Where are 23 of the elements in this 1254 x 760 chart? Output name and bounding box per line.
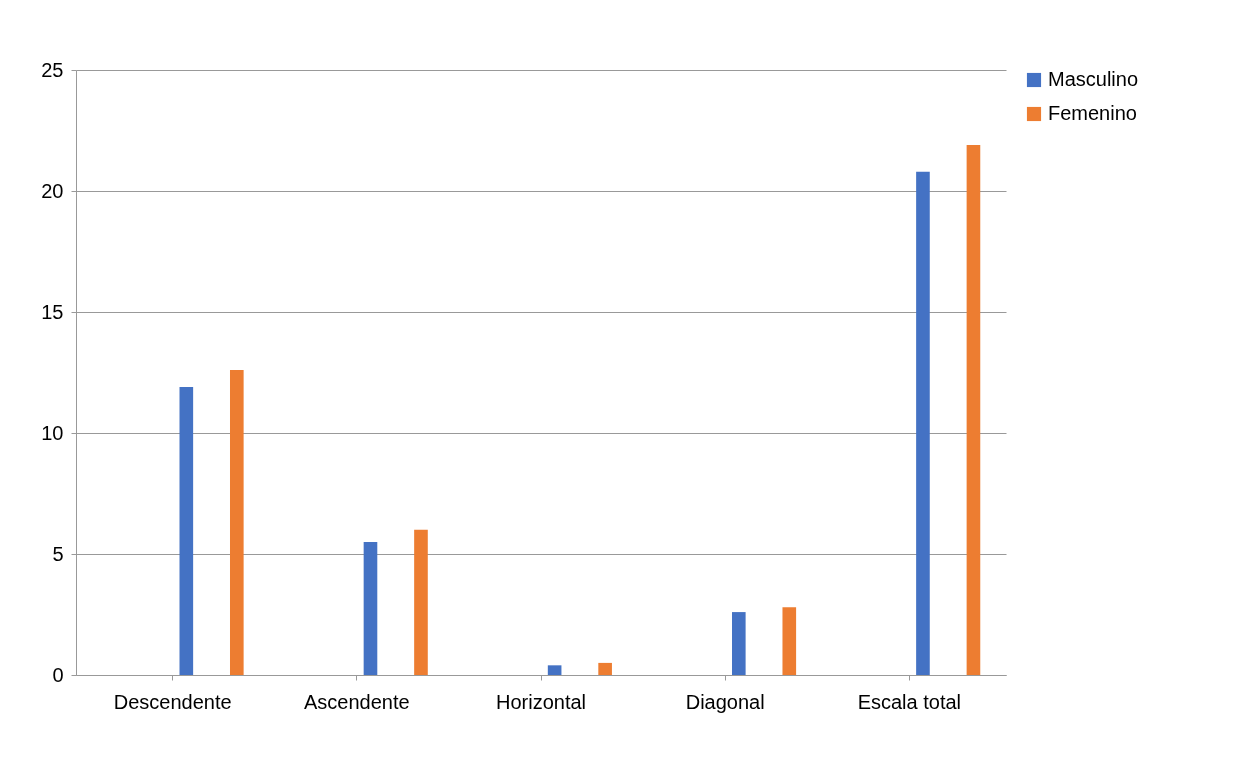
bar	[916, 171, 930, 675]
y-tick-label: 20	[41, 179, 64, 202]
x-tick-label: Ascendente	[304, 690, 410, 713]
bar	[782, 607, 797, 675]
bar	[598, 662, 612, 675]
bar	[414, 529, 428, 675]
bar	[230, 370, 244, 675]
legend-label: Masculino	[1048, 68, 1139, 90]
y-tick-label: 0	[52, 663, 64, 686]
bar	[179, 387, 194, 675]
bar	[731, 612, 746, 675]
x-tick-label: Descendente	[113, 690, 232, 713]
y-tick-label: 25	[41, 58, 64, 81]
legend-label: Femenino	[1048, 102, 1137, 124]
bar	[966, 145, 981, 675]
bar	[363, 541, 378, 675]
x-tick-label: Horizontal	[495, 690, 587, 713]
y-tick-label: 10	[41, 421, 64, 444]
x-tick-label: Diagonal	[685, 690, 765, 713]
y-tick-label: 15	[41, 300, 64, 323]
x-tick-label: Escala total	[857, 690, 962, 713]
bar	[547, 665, 562, 675]
y-tick-label: 5	[52, 542, 64, 565]
